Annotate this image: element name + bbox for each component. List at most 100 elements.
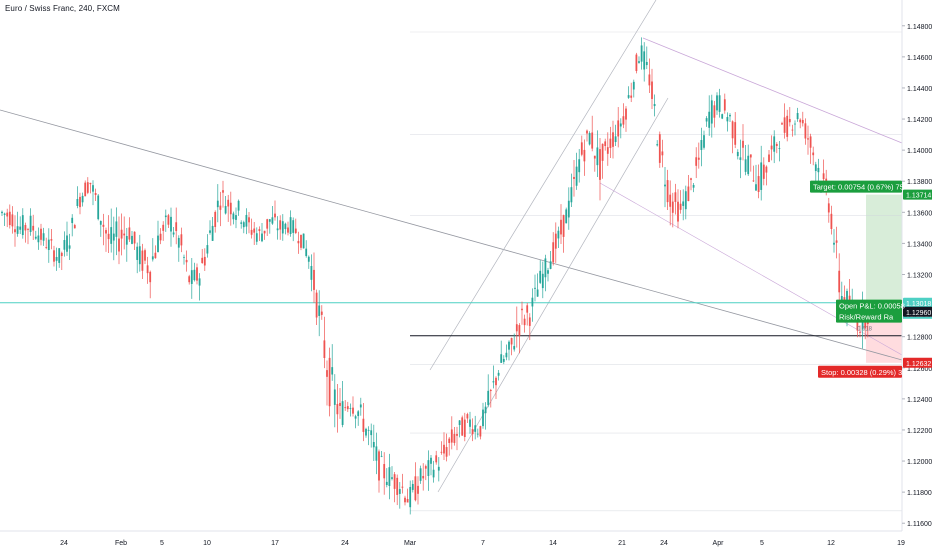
- y-tick-label: 1.11600: [907, 521, 932, 528]
- channel-upper-line[interactable]: [429, 0, 657, 371]
- candle-body: [133, 231, 136, 244]
- candle-body: [346, 406, 349, 410]
- main-downtrend-line[interactable]: [0, 109, 903, 361]
- candle-body: [658, 134, 661, 163]
- candle-body: [414, 476, 417, 501]
- candle-body: [266, 219, 269, 229]
- candle-body: [292, 220, 295, 233]
- target-label-bg[interactable]: [810, 180, 902, 193]
- candle-body: [398, 489, 401, 494]
- stop-label-bg[interactable]: [818, 365, 902, 378]
- candle-body: [341, 401, 344, 425]
- candle-body: [284, 223, 287, 230]
- candle-body: [625, 108, 627, 120]
- price-labels: 0.6181.137141.1301802:11:201.129601.1263…: [810, 180, 932, 378]
- candle-body: [757, 176, 760, 192]
- candle-body: [352, 407, 354, 414]
- candle-body: [479, 426, 482, 437]
- candle-body: [76, 199, 79, 206]
- candle-body: [359, 404, 362, 408]
- candle-body: [112, 233, 115, 241]
- open-pnl-label[interactable]: Open P&L: 0.00058: [839, 302, 905, 311]
- candle-body: [671, 201, 674, 213]
- candle-body: [235, 215, 237, 220]
- candle-body: [287, 227, 289, 233]
- risk-reward-label[interactable]: Risk/Reward Ra: [839, 313, 894, 322]
- candle-body: [518, 325, 521, 336]
- candle-body: [552, 242, 555, 263]
- candle-body: [123, 233, 126, 236]
- y-tick-label: 1.14200: [907, 117, 932, 124]
- candle-body: [783, 117, 786, 133]
- candle-body: [437, 466, 440, 471]
- candle-body: [138, 246, 141, 265]
- channel-lower-line[interactable]: [437, 97, 669, 493]
- candle-body: [718, 95, 721, 112]
- candle-body: [47, 239, 50, 251]
- x-tick-label: 10: [203, 540, 211, 547]
- candle-body: [560, 219, 562, 235]
- candle-body: [710, 100, 713, 124]
- candle-body: [653, 104, 656, 107]
- candle-body: [786, 115, 789, 137]
- candle-body: [807, 138, 809, 140]
- stop-label[interactable]: Stop: 0.00328 (0.29%) 3: [821, 368, 902, 377]
- candle-body: [466, 414, 469, 419]
- candle-body: [739, 157, 742, 160]
- candle-body: [424, 466, 427, 469]
- candle-body: [245, 214, 248, 227]
- candle-body: [562, 215, 565, 237]
- candle-body: [614, 136, 617, 143]
- candle-body: [812, 152, 815, 156]
- candle-body: [240, 222, 243, 224]
- candle-body: [105, 230, 107, 234]
- target-label[interactable]: Target: 0.00754 (0.67%) 75: [813, 183, 904, 192]
- candle-body: [125, 236, 128, 245]
- candle-body: [859, 332, 861, 333]
- resistance-line[interactable]: [642, 37, 903, 144]
- candle-body: [370, 430, 373, 436]
- candle-body: [250, 229, 253, 235]
- candle-body: [146, 265, 149, 274]
- candle-body: [219, 205, 222, 210]
- candle-body: [651, 81, 653, 99]
- candle-body: [781, 123, 783, 125]
- candle-body: [154, 252, 157, 259]
- candle-body: [224, 206, 227, 214]
- target-price-tag: 1.13714: [906, 193, 931, 200]
- candle-body: [794, 123, 796, 125]
- x-tick-label: 12: [827, 540, 835, 547]
- candle-body: [120, 229, 123, 239]
- candle-body: [500, 354, 503, 363]
- candle-body: [14, 229, 16, 233]
- candle-body: [450, 429, 453, 443]
- risk-reward-label-bg[interactable]: [836, 310, 902, 323]
- target-price-tag-bg: [903, 189, 932, 200]
- candle-body: [289, 217, 292, 234]
- candle-body: [687, 186, 690, 202]
- candle-body: [445, 447, 448, 457]
- candle-body: [128, 227, 131, 240]
- candle-body: [294, 228, 297, 233]
- candle-body: [131, 235, 133, 244]
- open-pnl-label-bg[interactable]: [836, 299, 902, 312]
- candle-body: [632, 81, 635, 90]
- candle-body: [796, 113, 799, 120]
- candle-body: [619, 123, 622, 127]
- candle-body: [177, 237, 180, 248]
- candle-body: [856, 316, 859, 331]
- candle-body: [242, 222, 245, 228]
- candle-body: [713, 105, 716, 118]
- candle-body: [539, 270, 542, 283]
- candle-body: [331, 367, 334, 375]
- candle-body: [357, 411, 360, 417]
- support-line[interactable]: [599, 182, 903, 356]
- candle-body: [492, 381, 495, 383]
- candle-body: [136, 246, 139, 260]
- candle-body: [320, 311, 323, 315]
- candle-body: [326, 370, 328, 377]
- candle-body: [778, 148, 781, 149]
